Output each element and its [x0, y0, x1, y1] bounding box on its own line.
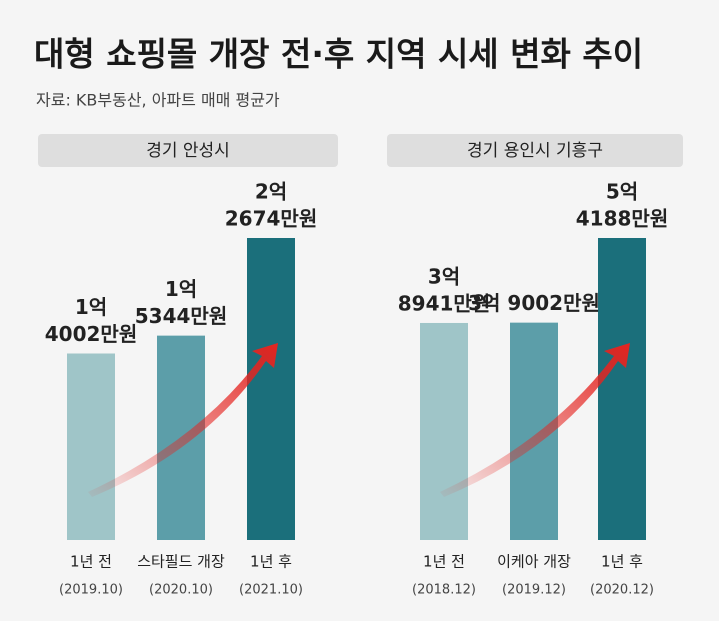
bar — [598, 238, 646, 540]
value-label: 3억 9002만원 — [468, 291, 600, 315]
x-tick-label: 이케아 개장 — [497, 553, 571, 571]
panel-title: 경기 용인시 기흥구 — [467, 141, 603, 161]
value-label: 4002만원 — [45, 322, 137, 346]
period-label: (2019.10) — [59, 583, 123, 598]
value-label: 5억 — [606, 180, 638, 204]
period-label: (2018.12) — [412, 583, 476, 598]
x-tick-label: 1년 전 — [423, 553, 465, 571]
value-label: 4188만원 — [576, 207, 668, 231]
subtitle: 자료: KB부동산, 아파트 매매 평균가 — [36, 91, 280, 110]
x-tick-label: 1년 전 — [70, 553, 112, 571]
period-label: (2021.10) — [239, 583, 303, 598]
panel-header — [387, 134, 683, 167]
value-label: 2674만원 — [225, 207, 317, 231]
value-label: 5344만원 — [135, 304, 227, 328]
panel-header — [38, 134, 338, 167]
value-label: 3억 — [428, 264, 460, 288]
period-label: (2020.10) — [149, 583, 213, 598]
period-label: (2020.12) — [590, 583, 654, 598]
value-label: 2억 — [255, 180, 287, 204]
bar — [247, 238, 295, 540]
bar — [67, 353, 115, 540]
x-tick-label: 1년 후 — [601, 553, 643, 571]
value-label: 8941만원 — [398, 291, 490, 315]
bar — [420, 322, 468, 540]
panel-title: 경기 안성시 — [146, 141, 230, 161]
period-label: (2019.12) — [502, 583, 566, 598]
x-tick-label: 1년 후 — [250, 553, 292, 571]
x-tick-label: 스타필드 개장 — [137, 553, 225, 571]
title: 대형 쇼핑몰 개장 전·후 지역 시세 변화 추이 — [34, 35, 643, 74]
value-label: 1억 — [165, 277, 197, 301]
value-label: 1억 — [75, 295, 107, 319]
